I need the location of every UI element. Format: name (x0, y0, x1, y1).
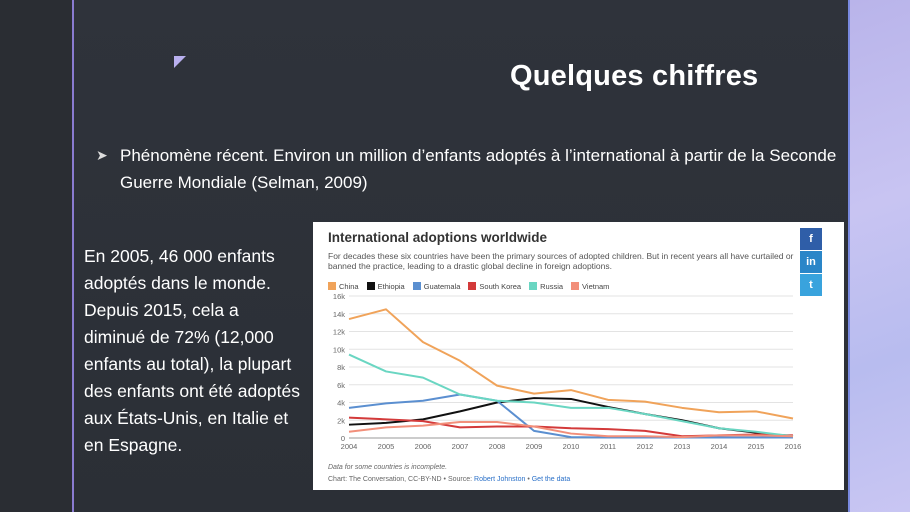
chart-subtitle: For decades these six countries have bee… (328, 251, 794, 271)
y-tick-label: 6k (337, 381, 345, 390)
series-line-ethiopia (348, 397, 794, 438)
x-tick-label: 2010 (563, 442, 580, 451)
series-line-russia (348, 353, 794, 438)
facebook-icon: f (809, 233, 813, 245)
source-author-link[interactable]: Robert Johnston (474, 476, 526, 483)
y-tick-label: 16k (333, 292, 345, 301)
y-tick-label: 8k (337, 363, 345, 372)
x-tick-label: 2008 (489, 442, 506, 451)
chart-title: International adoptions worldwide (328, 230, 548, 245)
legend-item-china: China (328, 282, 359, 291)
get-data-link[interactable]: Get the data (531, 476, 571, 483)
x-tick-label: 2009 (526, 442, 543, 451)
legend-label: Vietnam (582, 281, 610, 291)
bullet-point: ➤ Phénomène récent. Environ un million d… (96, 142, 846, 196)
x-tick-label: 2013 (674, 442, 691, 451)
linkedin-icon: in (806, 256, 816, 268)
twitter-icon: t (809, 279, 813, 291)
legend-swatch (412, 282, 421, 290)
y-tick-label: 10k (333, 345, 345, 354)
legend-swatch (468, 282, 477, 290)
legend-swatch (366, 282, 375, 290)
y-tick-label: 2k (337, 416, 345, 425)
legend-item-vietnam: Vietnam (571, 282, 609, 291)
left-band (0, 0, 72, 512)
x-tick-label: 2011 (600, 442, 616, 451)
legend-label: China (339, 281, 359, 291)
x-tick-label: 2014 (711, 442, 728, 451)
y-tick-label: 0 (341, 434, 345, 443)
x-tick-label: 2005 (378, 442, 395, 451)
y-tick-label: 14k (333, 310, 345, 319)
source-prefix: Chart: The Conversation, CC-BY-ND • Sour… (328, 476, 475, 483)
series-line-china (348, 308, 794, 420)
legend-swatch (571, 282, 580, 290)
y-tick-label: 4k (337, 399, 345, 408)
bullet-text: Phénomène récent. Environ un million d’e… (120, 146, 837, 192)
bullet-arrow-icon: ➤ (96, 147, 108, 163)
twitter-share-button[interactable]: t (800, 274, 822, 296)
x-tick-label: 2015 (748, 442, 765, 451)
legend-swatch (328, 282, 336, 290)
source-separator: • (525, 476, 532, 483)
legend-item-ethiopia: Ethiopia (366, 281, 405, 291)
series-line-guatemala (348, 393, 793, 439)
x-tick-label: 2016 (785, 442, 802, 451)
chart-legend: China Ethiopia Guatemala South Korea Russia V… (328, 280, 609, 292)
facebook-share-button[interactable]: f (800, 228, 822, 250)
legend-label: Guatemala (423, 281, 461, 291)
left-divider (72, 0, 74, 512)
legend-item-guatemala: Guatemala (412, 281, 461, 291)
x-tick-label: 2012 (637, 442, 654, 451)
right-divider (848, 0, 850, 512)
legend-item-south-korea: South Korea (468, 282, 521, 291)
chart-card: International adoptions worldwide For de… (313, 222, 844, 490)
legend-label: South Korea (479, 281, 522, 291)
legend-item-russia: Russia (529, 282, 563, 291)
legend-swatch (529, 282, 538, 290)
chart-source: Chart: The Conversation, CC-BY-ND • Sour… (328, 476, 570, 483)
series-line-vietnam (348, 421, 794, 439)
line-chart: 0 2k 4k 6k 8k 10k 12k 14k 16k 2004 2005 2006 2007 200… (333, 292, 802, 451)
slide-title: Quelques chiffres (510, 60, 759, 92)
legend-label: Russia (540, 281, 564, 291)
x-tick-label: 2007 (452, 442, 469, 451)
x-tick-label: 2006 (415, 442, 432, 451)
chart-footnote: Data for some countries is incomplete. (328, 464, 448, 471)
legend-label: Ethiopia (377, 281, 405, 291)
decorative-side-panel (850, 0, 910, 512)
linkedin-share-button[interactable]: in (800, 251, 822, 273)
corner-triangle-icon (174, 56, 186, 68)
statistics-paragraph: En 2005, 46 000 enfants adoptés dans le … (84, 246, 300, 455)
y-tick-label: 12k (333, 328, 345, 337)
x-tick-label: 2004 (341, 442, 358, 451)
